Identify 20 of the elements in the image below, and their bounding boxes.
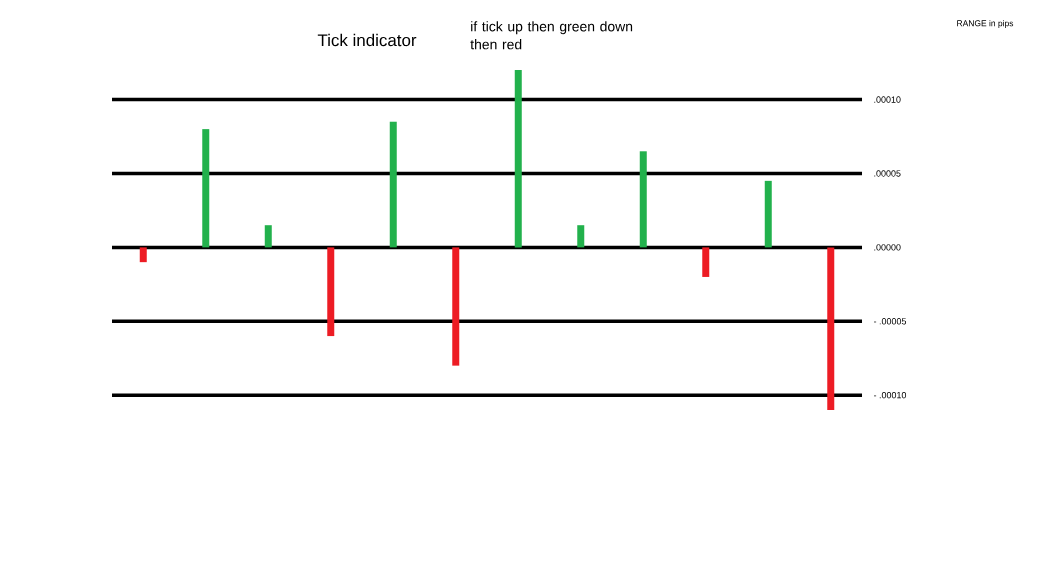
bar bbox=[202, 129, 210, 248]
bar bbox=[577, 225, 585, 248]
y-tick-label: .00000 bbox=[874, 244, 901, 251]
bar bbox=[514, 69, 522, 248]
text: if tick up then green down then red bbox=[470, 21, 633, 50]
bar bbox=[389, 121, 397, 248]
y-tick-label: - .00005 bbox=[873, 318, 907, 325]
bar bbox=[764, 180, 772, 248]
bar bbox=[702, 247, 710, 277]
bar bbox=[639, 151, 647, 248]
bar bbox=[264, 225, 272, 248]
bar bbox=[827, 247, 835, 410]
y-tick-label: .00010 bbox=[874, 96, 901, 103]
text: RANGE in pips bbox=[957, 20, 1014, 28]
bar bbox=[452, 247, 460, 366]
bar bbox=[139, 247, 147, 263]
bar bbox=[327, 247, 335, 337]
y-tick-label: .00005 bbox=[874, 170, 901, 177]
y-tick-label: - .00010 bbox=[873, 392, 907, 399]
chart-title: Tick indicator bbox=[317, 33, 417, 47]
